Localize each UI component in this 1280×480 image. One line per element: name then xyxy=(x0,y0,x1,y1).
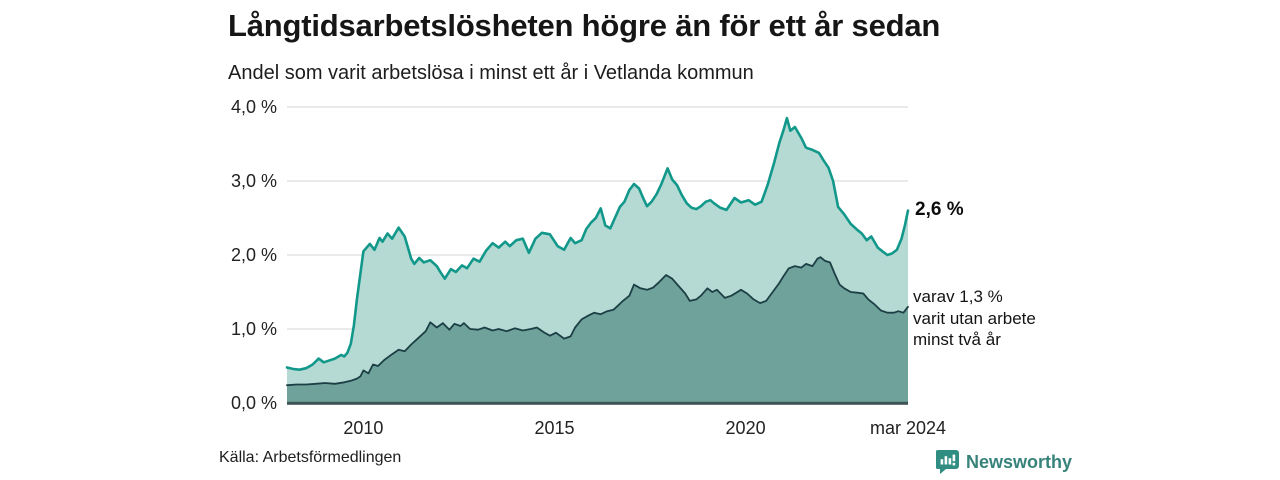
speech-bubble-shape xyxy=(936,450,959,474)
newsworthy-logo[interactable]: Newsworthy xyxy=(936,450,1072,474)
line-unemployed-two-years xyxy=(286,256,909,387)
y-tick-label: 2,0 % xyxy=(230,245,277,265)
newsworthy-wordmark: Newsworthy xyxy=(966,451,1073,472)
y-tick-label: 4,0 % xyxy=(230,97,277,117)
x-tick-label: 2015 xyxy=(534,418,575,438)
x-axis-baseline xyxy=(287,401,908,405)
y-tick-label: 0,0 % xyxy=(230,393,277,413)
chart-subtitle: Andel som varit arbetslösa i minst ett å… xyxy=(228,62,754,84)
newsworthy-bar-chart-icon xyxy=(936,450,959,474)
breakdown-line: varit utan arbete xyxy=(913,308,1036,328)
latest-value-annotation: 2,6 % xyxy=(915,199,964,220)
breakdown-line: varav 1,3 % xyxy=(913,287,1003,306)
x-tick-label: 2010 xyxy=(343,418,384,438)
breakdown-line: minst två år xyxy=(913,330,1001,349)
area-unemployed-two-years xyxy=(287,257,908,403)
y-tick-label: 1,0 % xyxy=(230,319,277,339)
x-tick-label: 2020 xyxy=(725,418,766,438)
source-attribution: Källa: Arbetsförmedlingen xyxy=(219,449,402,466)
chart-title: Långtidsarbetslösheten högre än för ett … xyxy=(228,8,941,43)
x-tick-label: mar 2024 xyxy=(869,418,947,438)
line-unemployed-one-year xyxy=(285,116,910,372)
breakdown-annotation: varav 1,3 % varit utan arbete minst två … xyxy=(913,286,1036,351)
y-tick-label: 3,0 % xyxy=(230,171,277,191)
